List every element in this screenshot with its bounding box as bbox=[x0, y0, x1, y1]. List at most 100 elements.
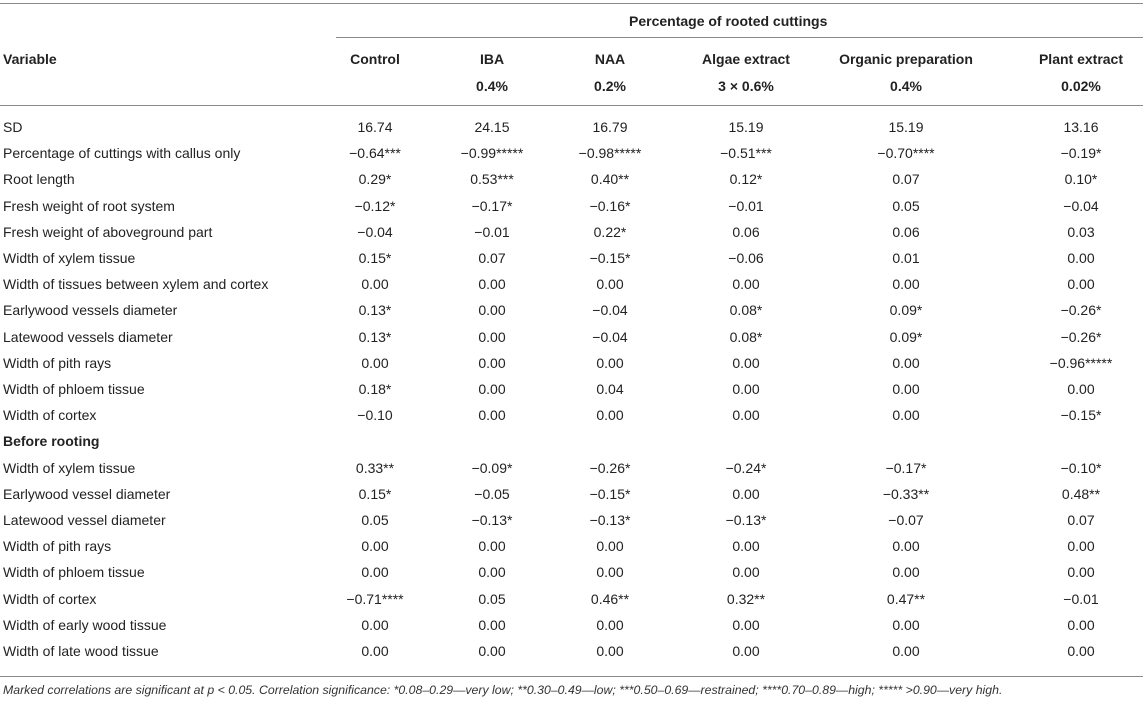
table-cell: 0.00 bbox=[596, 407, 624, 423]
table-cell: 0.00 bbox=[596, 617, 624, 633]
top-rule bbox=[0, 3, 1143, 4]
table-cell: 0.29* bbox=[358, 171, 392, 187]
column-header-dose: 0.4% bbox=[890, 78, 922, 94]
table-cell: 0.05 bbox=[361, 512, 389, 528]
table-cell: 0.00 bbox=[361, 276, 389, 292]
table-cell: 0.22* bbox=[593, 224, 627, 240]
table-cell: 0.07 bbox=[892, 171, 920, 187]
column-header-dose: 0.02% bbox=[1061, 78, 1101, 94]
row-label: Width of phloem tissue bbox=[3, 381, 145, 397]
table-cell: 0.09* bbox=[889, 302, 923, 318]
table-cell: 0.47** bbox=[886, 591, 926, 607]
table-cell: 0.00 bbox=[732, 538, 760, 554]
table-cell: 0.00 bbox=[478, 329, 506, 345]
table-cell: 0.32** bbox=[726, 591, 766, 607]
table-cell: 0.46** bbox=[590, 591, 630, 607]
table-cell: −0.12* bbox=[354, 198, 396, 214]
table-cell: −0.09* bbox=[471, 460, 513, 476]
table-cell: 0.48** bbox=[1061, 486, 1101, 502]
table-cell: 0.00 bbox=[732, 276, 760, 292]
table-cell: −0.04 bbox=[1063, 198, 1099, 214]
table-cell: 0.13* bbox=[358, 329, 392, 345]
column-header-name: Control bbox=[350, 51, 400, 67]
table-cell: 0.13* bbox=[358, 302, 392, 318]
table-cell: −0.13* bbox=[589, 512, 631, 528]
table-cell: 0.06 bbox=[892, 224, 920, 240]
row-label: Width of pith rays bbox=[3, 355, 112, 371]
table-cell: 0.00 bbox=[1067, 643, 1095, 659]
table-cell: 0.00 bbox=[596, 355, 624, 371]
table-cell: 0.00 bbox=[478, 564, 506, 580]
row-label: Fresh weight of aboveground part bbox=[3, 224, 213, 240]
table-cell: 0.00 bbox=[1067, 538, 1095, 554]
table-cell: 0.00 bbox=[732, 617, 760, 633]
section-heading: Before rooting bbox=[3, 433, 100, 449]
table-cell: 0.05 bbox=[892, 198, 920, 214]
table-cell: 0.00 bbox=[361, 538, 389, 554]
table-cell: −0.96***** bbox=[1049, 355, 1113, 371]
table-cell: 0.00 bbox=[478, 643, 506, 659]
column-header-dose: 0.2% bbox=[594, 78, 626, 94]
table-cell: −0.70**** bbox=[877, 145, 935, 161]
row-label: Earlywood vessels diameter bbox=[3, 302, 178, 318]
table-cell: 0.04 bbox=[596, 381, 624, 397]
table-cell: 0.07 bbox=[478, 250, 506, 266]
table-cell: 0.00 bbox=[1067, 276, 1095, 292]
table-cell: 0.00 bbox=[732, 486, 760, 502]
column-header-name: IBA bbox=[479, 51, 505, 67]
table-footnote: Marked correlations are significant at p… bbox=[3, 683, 1003, 697]
row-label: Latewood vessels diameter bbox=[3, 329, 173, 345]
table-cell: 0.00 bbox=[596, 643, 624, 659]
table-cell: 0.00 bbox=[1067, 381, 1095, 397]
table-cell: −0.13* bbox=[471, 512, 513, 528]
column-header-dose: 3 × 0.6% bbox=[718, 78, 774, 94]
row-label: Width of cortex bbox=[3, 407, 97, 423]
table-cell: 0.00 bbox=[596, 564, 624, 580]
table-cell: 0.00 bbox=[732, 355, 760, 371]
column-header-dose: 0.4% bbox=[476, 78, 508, 94]
table-cell: 0.03 bbox=[1067, 224, 1095, 240]
table-cell: 0.00 bbox=[478, 538, 506, 554]
table-cell: −0.17* bbox=[885, 460, 927, 476]
table-cell: −0.13* bbox=[725, 512, 767, 528]
variable-header: Variable bbox=[3, 51, 57, 67]
table-cell: −0.10* bbox=[1060, 460, 1102, 476]
row-label: Root length bbox=[3, 171, 75, 187]
table-cell: −0.15* bbox=[1060, 407, 1102, 423]
table-cell: 0.40** bbox=[590, 171, 630, 187]
table-cell: 0.00 bbox=[892, 355, 920, 371]
table-cell: −0.01 bbox=[1063, 591, 1099, 607]
table-cell: 0.00 bbox=[361, 643, 389, 659]
table-cell: −0.26* bbox=[1060, 302, 1102, 318]
row-label: Percentage of cuttings with callus only bbox=[3, 145, 241, 161]
table-cell: 0.15* bbox=[358, 486, 392, 502]
row-label: Earlywood vessel diameter bbox=[3, 486, 171, 502]
table-cell: 0.00 bbox=[732, 407, 760, 423]
table-cell: 0.05 bbox=[478, 591, 506, 607]
table-cell: 0.12* bbox=[729, 171, 763, 187]
table-cell: 0.00 bbox=[732, 643, 760, 659]
column-header-name: NAA bbox=[594, 51, 626, 67]
table-cell: 0.00 bbox=[892, 643, 920, 659]
table-cell: 0.09* bbox=[889, 329, 923, 345]
table-cell: 0.00 bbox=[361, 564, 389, 580]
table-cell: 0.00 bbox=[478, 381, 506, 397]
table-cell: −0.15* bbox=[589, 486, 631, 502]
spanning-header: Percentage of rooted cuttings bbox=[629, 13, 828, 29]
spanning-header-rule bbox=[336, 37, 1143, 38]
table-cell: 0.33** bbox=[355, 460, 395, 476]
table-cell: 0.00 bbox=[478, 302, 506, 318]
table-cell: −0.01 bbox=[728, 198, 764, 214]
table-cell: 0.00 bbox=[892, 276, 920, 292]
header-rule bbox=[0, 105, 1143, 106]
row-label: Width of late wood tissue bbox=[3, 643, 159, 659]
row-label: Width of tissues between xylem and corte… bbox=[3, 276, 269, 292]
table-cell: 0.00 bbox=[596, 538, 624, 554]
row-label: Width of xylem tissue bbox=[3, 460, 136, 476]
table-cell: −0.24* bbox=[725, 460, 767, 476]
bottom-rule bbox=[0, 676, 1143, 677]
table-cell: 24.15 bbox=[474, 119, 510, 135]
table-cell: 0.00 bbox=[478, 617, 506, 633]
table-cell: 0.00 bbox=[1067, 564, 1095, 580]
row-label: Width of early wood tissue bbox=[3, 617, 167, 633]
